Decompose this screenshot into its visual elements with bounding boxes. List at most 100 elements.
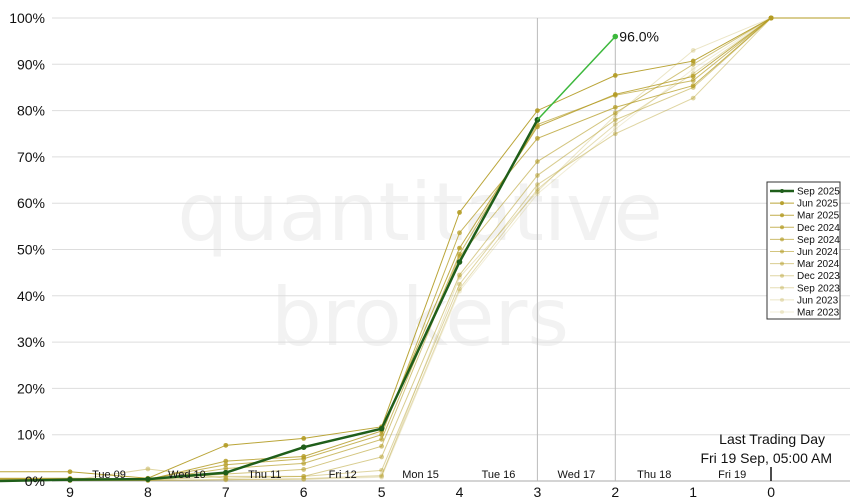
data-point bbox=[612, 122, 618, 127]
watermark-line-2: brokers bbox=[271, 271, 569, 364]
data-point bbox=[223, 462, 229, 468]
legend-label: Jun 2025 bbox=[797, 199, 839, 210]
data-point bbox=[535, 159, 540, 164]
day-label: Thu 11 bbox=[248, 469, 281, 481]
x-tick-label: 2 bbox=[611, 484, 619, 500]
data-point bbox=[612, 91, 618, 97]
x-tick-label: 9 bbox=[66, 484, 74, 500]
projection-line bbox=[536, 36, 616, 121]
data-point bbox=[223, 469, 229, 476]
y-tick-label: 30% bbox=[17, 334, 45, 350]
data-point bbox=[457, 288, 462, 294]
data-point bbox=[379, 473, 384, 479]
data-point bbox=[457, 281, 462, 287]
data-point bbox=[301, 473, 307, 479]
legend-marker bbox=[780, 261, 784, 266]
day-label: Tue 09 bbox=[92, 469, 126, 481]
data-point bbox=[457, 230, 462, 236]
legend-label: Mar 2024 bbox=[797, 259, 840, 270]
x-tick-label: 4 bbox=[456, 484, 464, 500]
day-label: Thu 18 bbox=[637, 469, 671, 481]
y-tick-label: 70% bbox=[17, 149, 45, 165]
legend-label: Mar 2023 bbox=[797, 308, 840, 319]
data-point bbox=[379, 436, 384, 442]
data-point bbox=[67, 476, 73, 483]
data-point bbox=[379, 432, 384, 438]
x-tick-label: 1 bbox=[689, 484, 697, 500]
legend-marker bbox=[780, 310, 784, 314]
x-tick-label: 5 bbox=[378, 484, 386, 500]
legend-marker bbox=[780, 225, 784, 230]
data-point bbox=[457, 210, 462, 215]
y-tick-label: 90% bbox=[17, 56, 45, 72]
x-tick-label: 6 bbox=[300, 484, 308, 500]
data-point bbox=[690, 73, 696, 79]
data-point bbox=[457, 272, 462, 278]
projection-label: 96.0% bbox=[619, 29, 659, 45]
day-label: Wed 10 bbox=[168, 469, 206, 481]
day-label: Wed 17 bbox=[558, 469, 596, 481]
data-point bbox=[457, 251, 462, 257]
data-point bbox=[223, 477, 229, 483]
legend-label: Dec 2023 bbox=[797, 271, 840, 282]
legend-marker bbox=[780, 213, 784, 218]
data-point bbox=[301, 454, 307, 459]
legend-label: Jun 2023 bbox=[797, 295, 839, 306]
annotation-line-1: Last Trading Day bbox=[719, 431, 825, 447]
y-tick-label: 100% bbox=[9, 10, 45, 26]
data-point bbox=[612, 104, 618, 110]
data-point bbox=[379, 473, 384, 478]
data-point bbox=[768, 15, 774, 21]
data-point bbox=[379, 467, 384, 473]
data-point bbox=[145, 476, 151, 482]
day-label: Fri 12 bbox=[329, 469, 357, 481]
data-point bbox=[67, 469, 73, 475]
data-point bbox=[612, 126, 618, 132]
series-line-jun-2025 bbox=[0, 17, 850, 479]
legend-label: Dec 2024 bbox=[797, 223, 840, 234]
data-point bbox=[379, 474, 384, 480]
annotation-line-2: Fri 19 Sep, 05:00 AM bbox=[700, 450, 832, 466]
data-point bbox=[535, 173, 540, 178]
x-tick-label: 8 bbox=[144, 484, 152, 500]
data-point bbox=[690, 66, 696, 72]
day-label: Mon 15 bbox=[402, 469, 439, 481]
legend-label: Jun 2024 bbox=[797, 247, 839, 258]
projection-point bbox=[612, 33, 619, 40]
data-point bbox=[300, 444, 307, 451]
data-point bbox=[301, 461, 307, 466]
legend-marker bbox=[780, 189, 784, 193]
data-point bbox=[379, 443, 384, 449]
x-tick-label: 0 bbox=[767, 484, 775, 500]
data-point bbox=[612, 131, 618, 137]
y-tick-label: 50% bbox=[17, 242, 45, 258]
y-tick-label: 10% bbox=[17, 427, 45, 443]
series-line-sep-2025 bbox=[0, 119, 539, 483]
legend-marker bbox=[780, 297, 784, 302]
legend-label: Sep 2023 bbox=[797, 283, 840, 294]
data-point bbox=[612, 110, 618, 116]
legend-marker bbox=[780, 285, 784, 290]
data-point bbox=[301, 436, 307, 441]
legend-marker bbox=[780, 273, 784, 278]
data-point bbox=[535, 191, 540, 197]
data-point bbox=[690, 48, 696, 53]
legend-label: Mar 2025 bbox=[797, 211, 840, 222]
data-point bbox=[535, 135, 540, 141]
series-line-dec-2023 bbox=[0, 17, 850, 482]
day-label: Tue 16 bbox=[482, 469, 516, 481]
legend-label: Sep 2025 bbox=[797, 187, 840, 198]
x-tick-label: 3 bbox=[534, 484, 542, 500]
data-point bbox=[690, 78, 696, 83]
data-point bbox=[612, 117, 618, 123]
legend-marker bbox=[780, 249, 784, 254]
y-tick-label: 80% bbox=[17, 103, 45, 119]
legend-box bbox=[766, 181, 841, 320]
data-point bbox=[535, 189, 540, 195]
data-point bbox=[457, 286, 462, 292]
legend-marker bbox=[780, 201, 784, 206]
data-point bbox=[690, 95, 696, 101]
legend-marker bbox=[780, 237, 784, 242]
